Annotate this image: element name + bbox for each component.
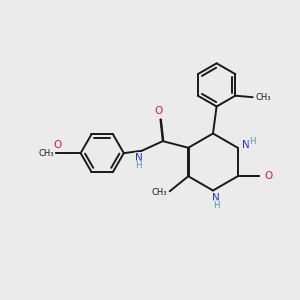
Text: N: N: [242, 140, 250, 150]
Text: CH₃: CH₃: [152, 188, 167, 197]
Text: O: O: [53, 140, 61, 150]
Text: H: H: [136, 161, 142, 170]
Text: H: H: [213, 201, 219, 210]
Text: H: H: [249, 137, 256, 146]
Text: O: O: [264, 171, 272, 181]
Text: CH₃: CH₃: [256, 93, 271, 102]
Text: N: N: [212, 193, 220, 203]
Text: O: O: [155, 106, 163, 116]
Text: N: N: [135, 153, 143, 163]
Text: CH₃: CH₃: [39, 149, 55, 158]
